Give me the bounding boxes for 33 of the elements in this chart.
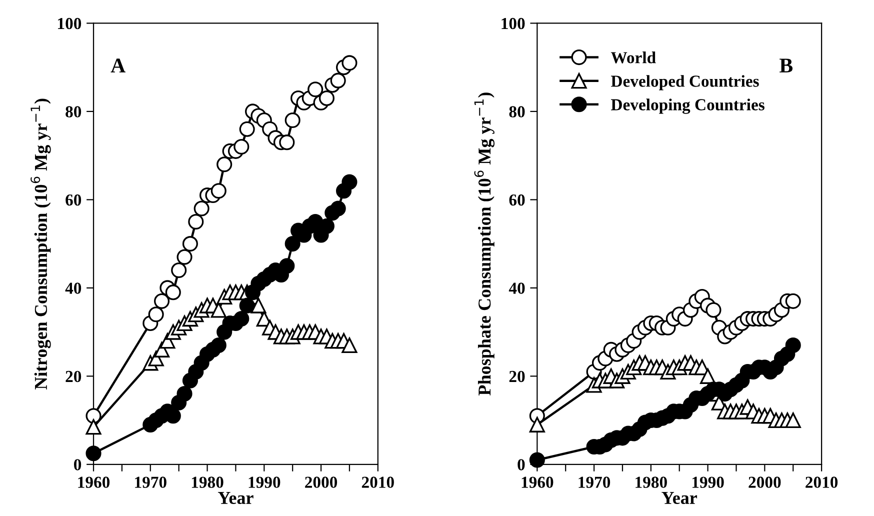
y-tick-label: 40 (65, 282, 82, 294)
y-tick-label: 40 (508, 282, 525, 294)
x-tick-label: 1970 (135, 476, 166, 488)
x-tick-label: 1960 (78, 476, 110, 488)
y-tick-label: 0 (74, 459, 82, 470)
x-tick-label: 2000 (748, 476, 781, 488)
y-tick-label: 0 (518, 459, 525, 470)
annotation: A (110, 58, 126, 72)
legend-label: World (610, 52, 656, 64)
legend-label: Developed Countries (610, 75, 759, 90)
x-tick-label: 1960 (522, 476, 554, 488)
x-axis-title: Year (662, 492, 698, 504)
y-axis-title: Phosphate Consumption (10$^{6}$ Mg yr$^{−1}$) (474, 92, 495, 396)
x-tick-label: 2010 (362, 476, 394, 488)
legend-label: Developing Countries (610, 98, 764, 114)
x-tick-label: 2000 (305, 476, 338, 488)
y-tick-label: 20 (66, 370, 82, 382)
y-tick-label: 100 (58, 18, 82, 30)
x-tick-label: 1980 (192, 476, 224, 488)
y-tick-label: 80 (509, 106, 525, 118)
y-tick-label: 20 (509, 370, 525, 382)
x-axis-title: Year (218, 492, 254, 504)
y-tick-label: 60 (66, 194, 82, 206)
x-tick-label: 2010 (806, 476, 838, 488)
x-tick-label: 1970 (578, 476, 610, 488)
x-tick-label: 1990 (248, 476, 280, 488)
y-tick-label: 60 (509, 194, 525, 206)
y-tick-label: 100 (502, 18, 525, 30)
y-tick-label: 80 (66, 106, 82, 118)
y-axis-title: Nitrogen Consumption (10$^{6}$ Mg yr$^{−1}$) (30, 98, 51, 390)
x-tick-label: 1980 (636, 476, 667, 488)
annotation: B (780, 58, 793, 72)
x-tick-label: 1990 (692, 476, 724, 488)
